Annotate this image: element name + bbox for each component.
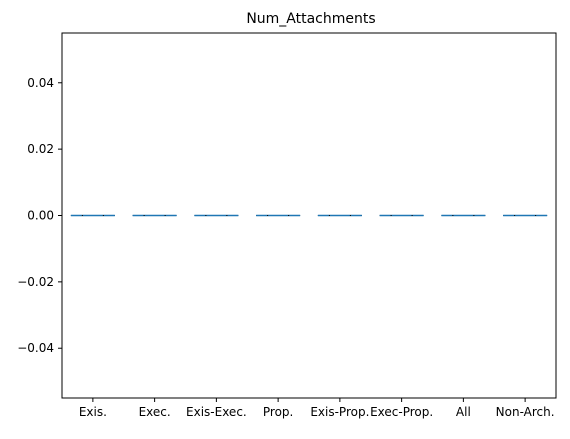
x-tick-label: Exec-Prop.	[370, 405, 433, 419]
y-tick-label: 0.00	[27, 209, 54, 223]
x-tick-label: Exec.	[139, 405, 171, 419]
y-axis: −0.04 −0.02 0.00 0.02 0.04	[17, 76, 62, 355]
x-tick-label: All	[456, 405, 471, 419]
x-tick-label: Exis-Prop.	[310, 405, 369, 419]
x-tick-label: Prop.	[263, 405, 293, 419]
x-tick-label: Exis-Exec.	[186, 405, 247, 419]
y-tick-label: 0.02	[27, 142, 54, 156]
x-tick-label: Exis.	[79, 405, 107, 419]
x-tick-label: Non-Arch.	[496, 405, 555, 419]
plot-frame	[61, 32, 557, 399]
x-axis: Exis. Exec. Exis-Exec. Prop. Exis-Prop. Exec-…	[79, 398, 555, 419]
y-tick-label: 0.04	[27, 76, 54, 90]
y-tick-label: −0.04	[17, 341, 54, 355]
y-tick-label: −0.02	[17, 275, 54, 289]
chart-title: Num_Attachments	[246, 11, 375, 27]
